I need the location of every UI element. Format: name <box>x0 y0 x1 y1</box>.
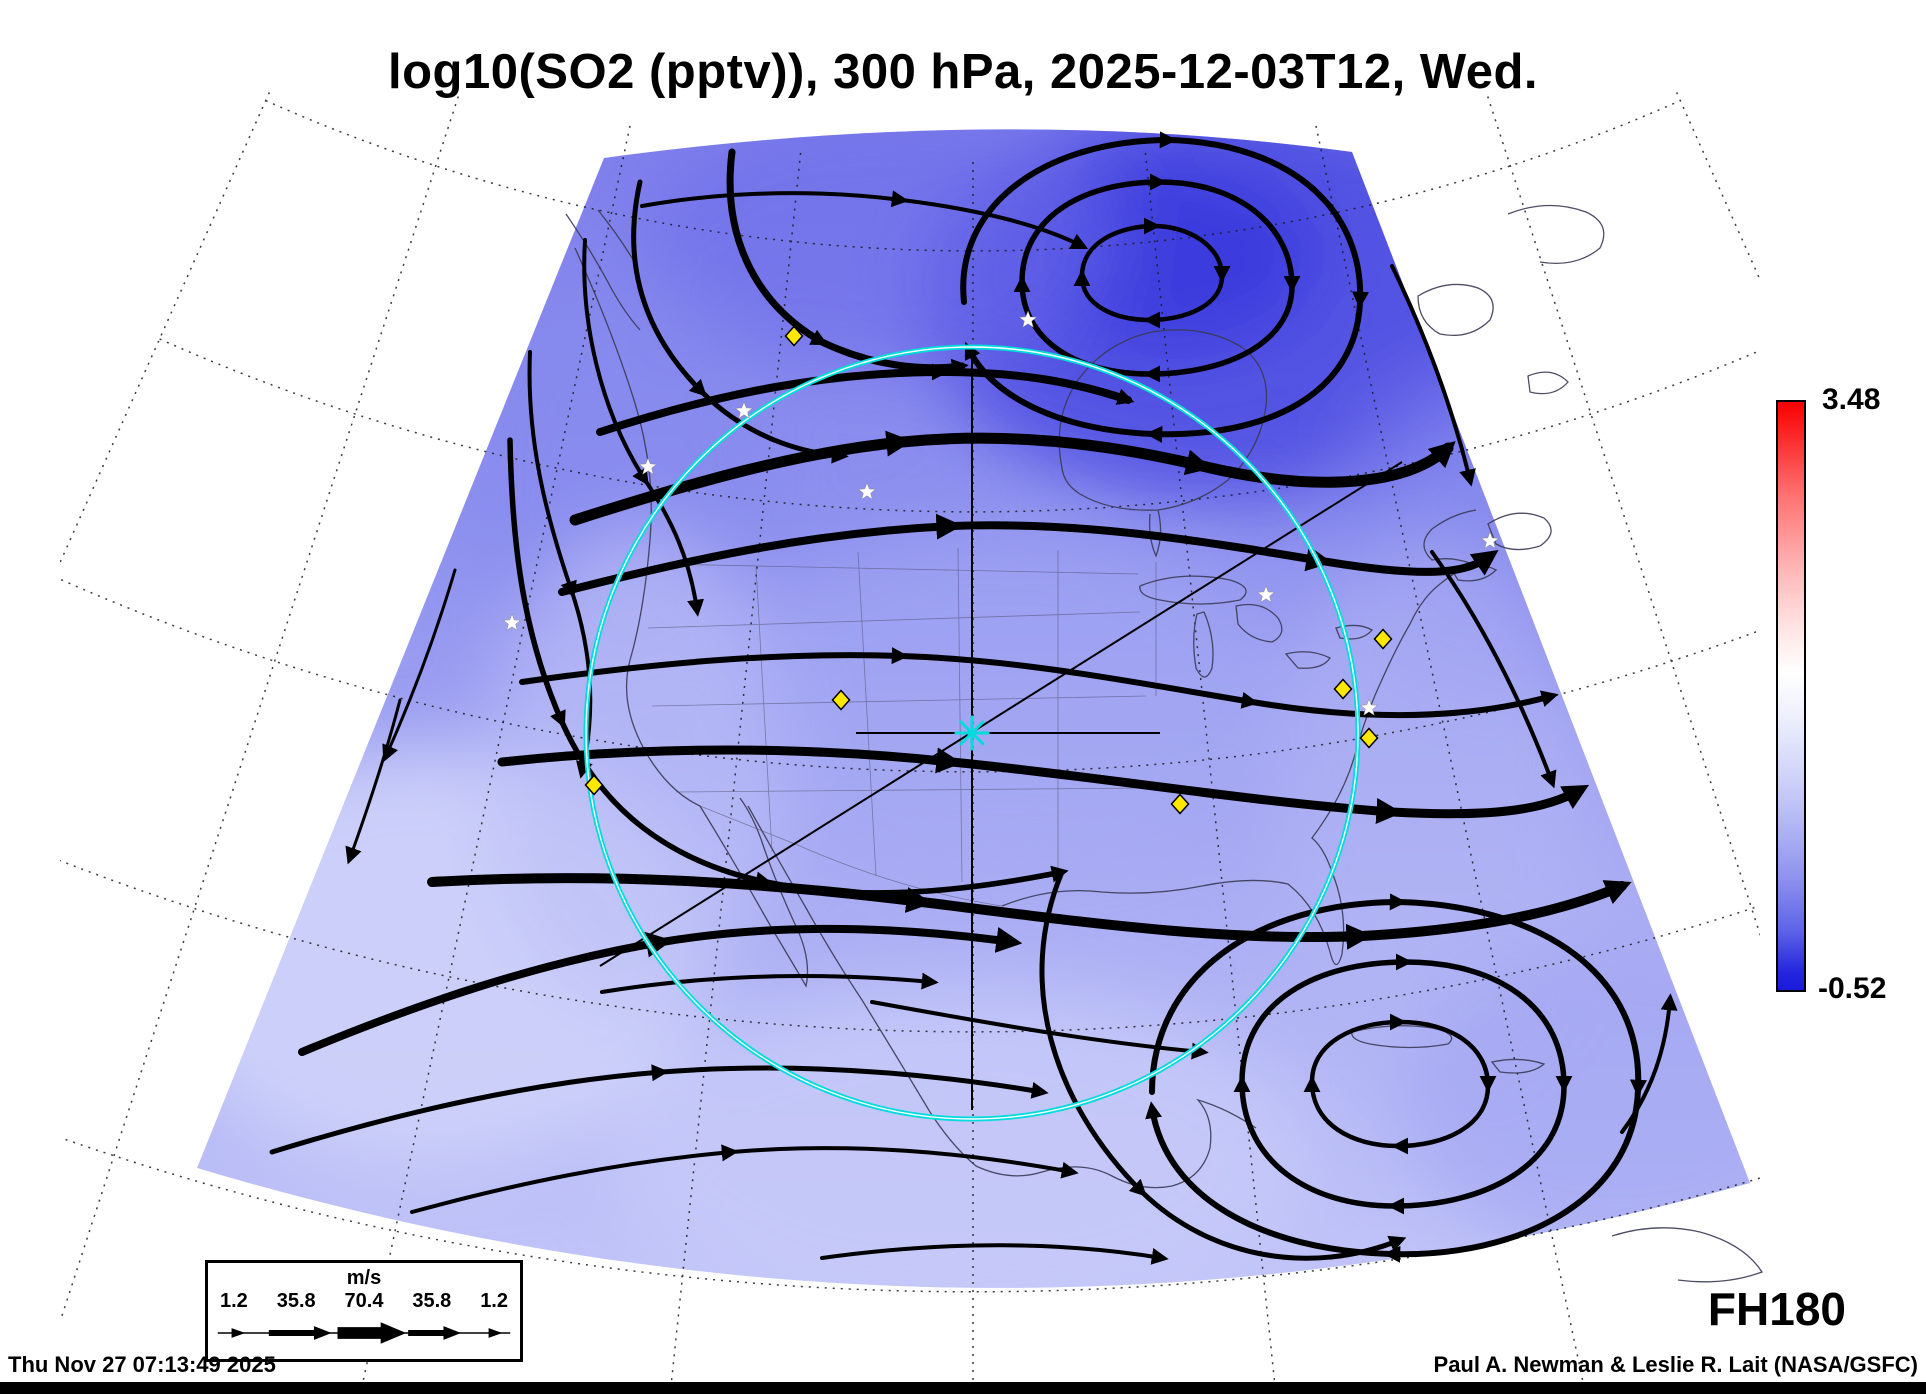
streamline <box>1620 993 1678 1134</box>
credit-text: Paul A. Newman & Leslie R. Lait (NASA/GS… <box>1433 1352 1918 1377</box>
wind-legend-value: 70.4 <box>344 1290 384 1312</box>
streamline <box>1390 264 1476 487</box>
streamline <box>269 1064 1049 1155</box>
generation-timestamp: Thu Nov 27 07:13:49 2025 <box>8 1352 276 1377</box>
center-marker <box>954 715 990 751</box>
wind-arrow-medium <box>313 1326 332 1340</box>
colorbar-min-label: -0.52 <box>1818 972 1887 1005</box>
streamline <box>820 1243 1169 1265</box>
streamline <box>1430 550 1557 789</box>
streamline <box>519 647 1559 718</box>
streamline <box>640 190 1089 250</box>
wind-legend-value: 1.2 <box>480 1290 508 1312</box>
plot-title: log10(SO2 (pptv)), 300 hPa, 2025-12-03T1… <box>388 45 1538 99</box>
colorbar-max-label: 3.48 <box>1822 383 1881 416</box>
colorbar-gradient <box>1776 400 1806 992</box>
wind-arrow-medium <box>443 1326 462 1340</box>
streamline <box>569 430 1456 526</box>
streamline <box>960 131 1369 443</box>
streamline <box>558 513 1499 596</box>
diagonal-line <box>599 461 1403 967</box>
streamline <box>382 568 457 763</box>
streamline <box>298 924 1023 1056</box>
streamline <box>870 1000 1209 1060</box>
wind-arrow-large <box>380 1322 407 1344</box>
wind-arrow-tiny <box>488 1328 503 1338</box>
wind-arrow-tiny <box>231 1328 246 1338</box>
wind-legend-value: 35.8 <box>412 1290 452 1312</box>
wind-legend-units: m/s <box>346 1267 382 1289</box>
streamline <box>497 745 1590 824</box>
streamline <box>631 179 849 464</box>
streamline <box>582 238 705 617</box>
streamline <box>410 1144 1079 1214</box>
wind-arrow-scale <box>217 1322 511 1344</box>
streamline <box>600 972 939 994</box>
streamline <box>726 148 969 376</box>
wind-legend-value: 35.8 <box>276 1290 316 1312</box>
bottom-bar <box>0 1382 1926 1394</box>
streamline <box>345 698 402 865</box>
wind-legend-values: 1.2 35.8 70.4 35.8 1.2 <box>208 1290 520 1313</box>
forecast-hour-label: FH180 <box>1707 1283 1846 1335</box>
range-circle <box>583 344 1361 1122</box>
wind-speed-legend: m/s 1.2 35.8 70.4 35.8 1.2 <box>205 1260 523 1362</box>
wind-streamlines <box>269 131 1678 1265</box>
streamline <box>1039 869 1407 1261</box>
wind-legend-value: 1.2 <box>220 1290 248 1312</box>
